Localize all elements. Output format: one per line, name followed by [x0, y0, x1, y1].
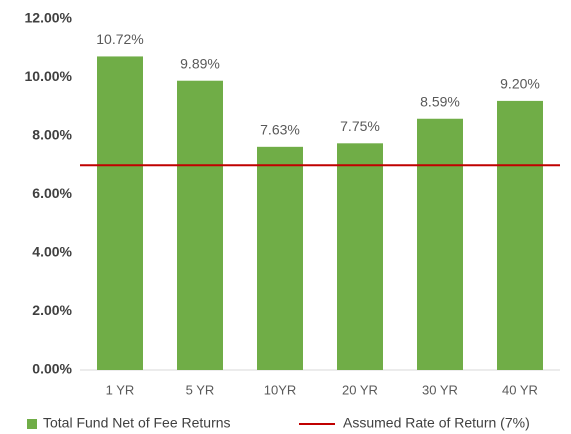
data-label: 9.20%	[500, 76, 540, 92]
bar	[337, 143, 383, 370]
y-tick-label: 8.00%	[32, 127, 72, 143]
data-label: 10.72%	[96, 31, 143, 47]
data-label: 9.89%	[180, 55, 220, 71]
bar	[497, 100, 543, 371]
y-tick-label: 6.00%	[32, 185, 72, 201]
legend-swatch	[27, 419, 37, 429]
y-tick-label: 12.00%	[25, 10, 73, 26]
y-tick-label: 10.00%	[25, 68, 73, 84]
x-tick-label: 40 YR	[502, 382, 538, 397]
legend-label: Assumed Rate of Return (7%)	[343, 415, 530, 431]
bar	[177, 80, 223, 370]
x-tick-label: 5 YR	[186, 382, 215, 397]
x-tick-label: 20 YR	[342, 382, 378, 397]
data-label: 8.59%	[420, 93, 460, 109]
bar	[257, 146, 303, 370]
bar	[97, 56, 143, 370]
y-tick-label: 0.00%	[32, 361, 72, 377]
y-tick-label: 4.00%	[32, 244, 72, 260]
y-tick-label: 2.00%	[32, 302, 72, 318]
data-label: 7.63%	[260, 122, 300, 138]
legend-label: Total Fund Net of Fee Returns	[43, 415, 231, 431]
data-label: 7.75%	[340, 118, 380, 134]
x-tick-label: 1 YR	[106, 382, 135, 397]
bar	[417, 118, 463, 371]
x-tick-label: 10YR	[264, 382, 297, 397]
x-tick-label: 30 YR	[422, 382, 458, 397]
